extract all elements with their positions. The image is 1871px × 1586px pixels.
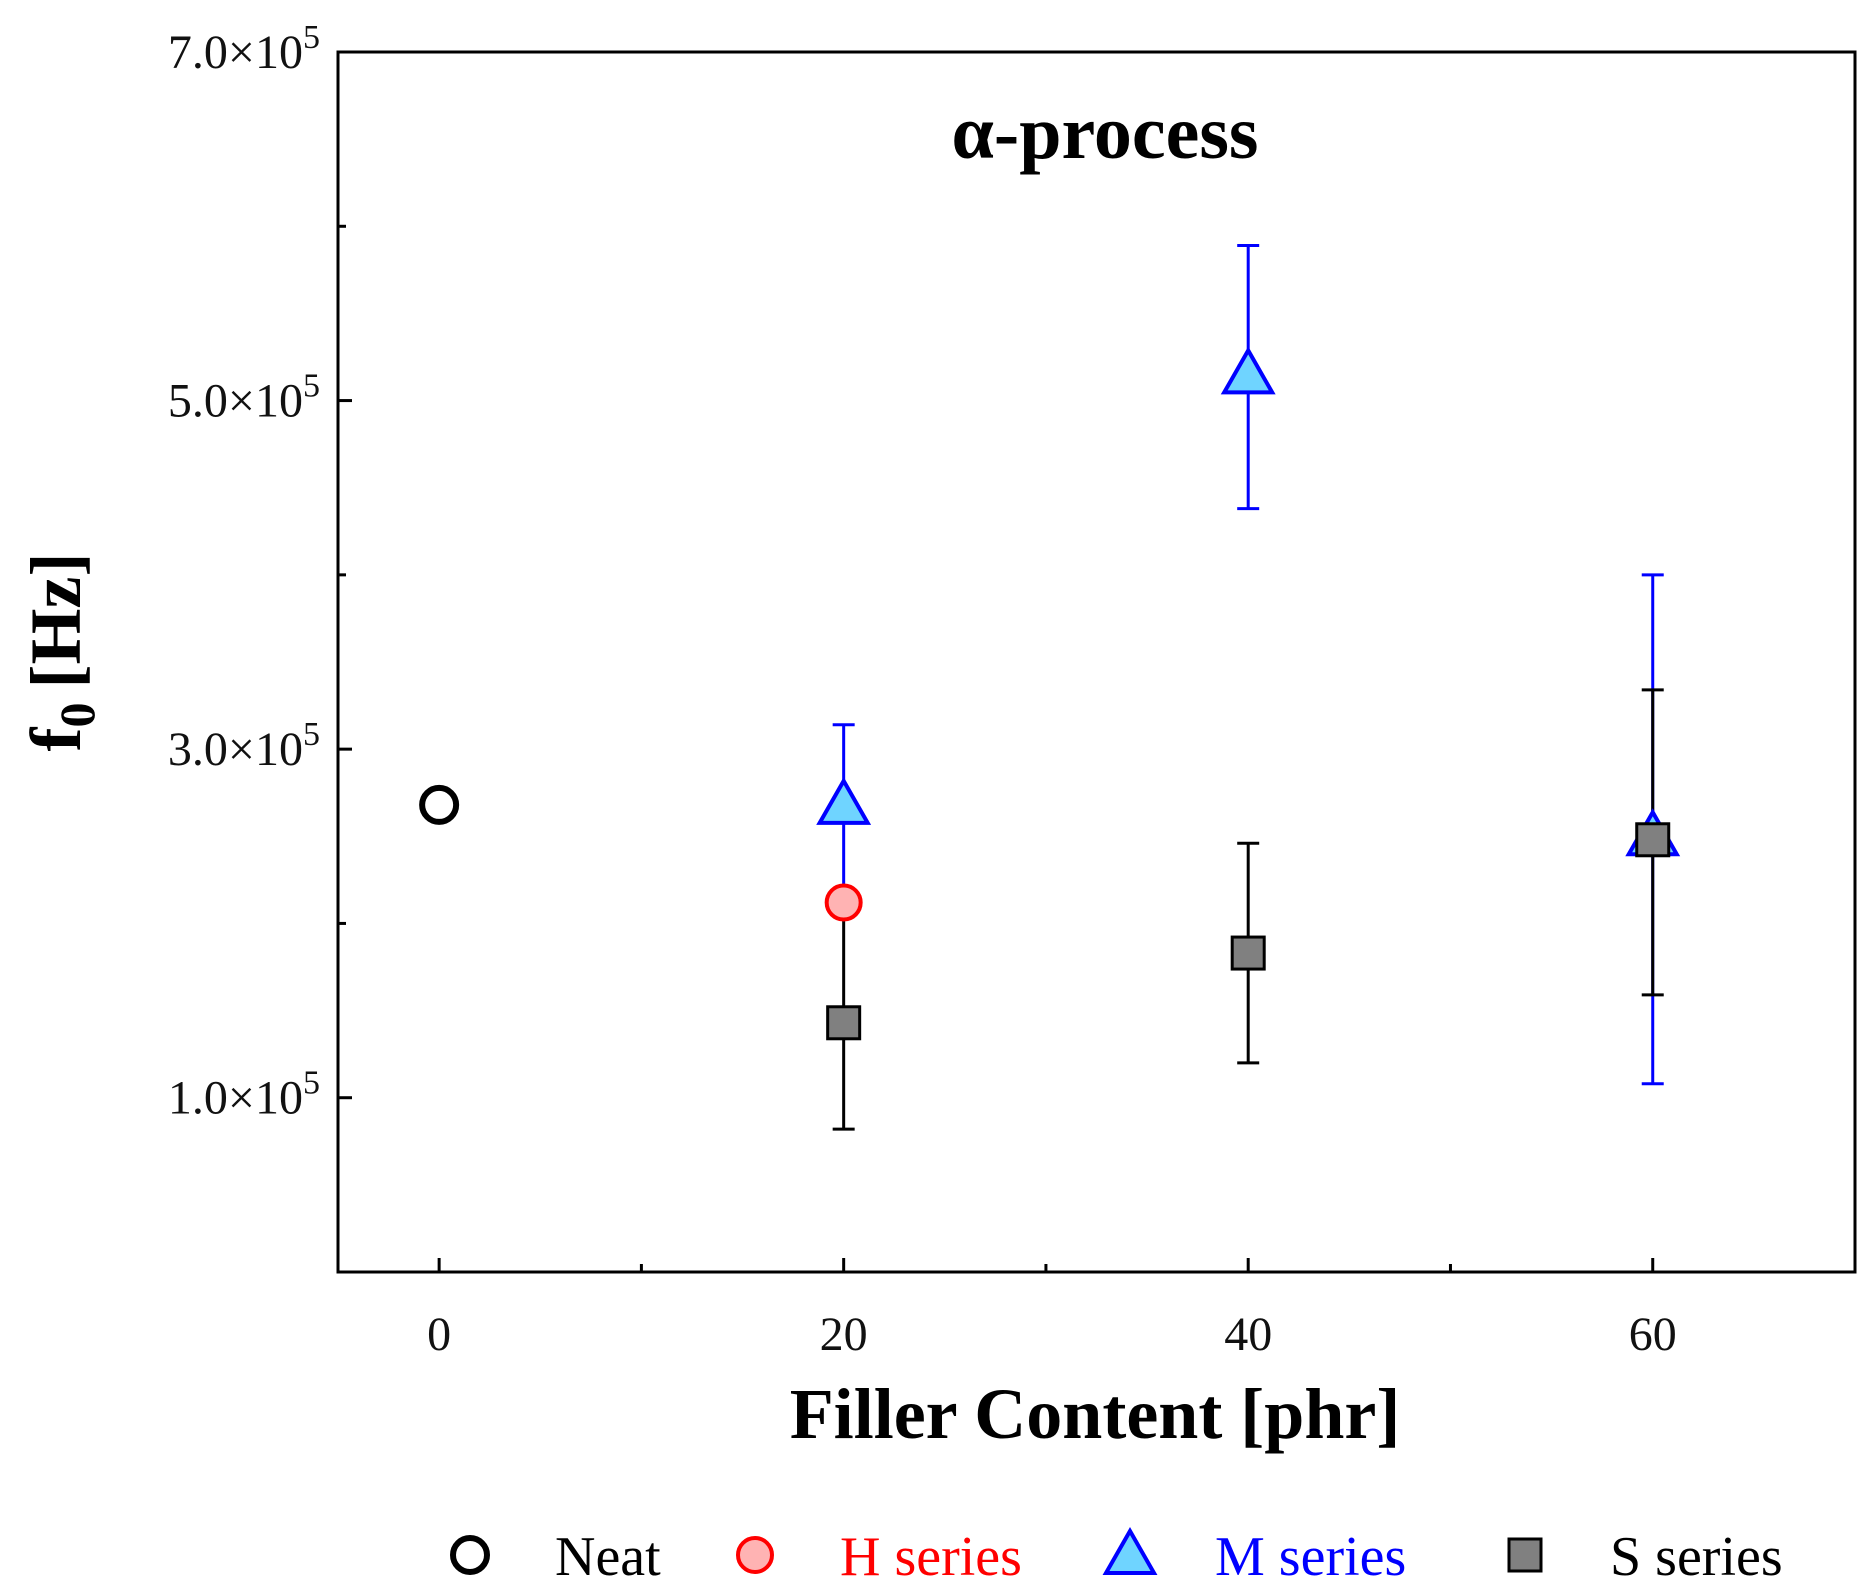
x-tick-label: 60 xyxy=(1629,1308,1677,1361)
legend-marker-s-series xyxy=(1507,1537,1543,1573)
plot-frame xyxy=(336,50,1857,1274)
m-series-point xyxy=(1220,346,1276,395)
legend-label-neat: Neat xyxy=(555,1526,661,1586)
x-axis-title: Filler Content [phr] xyxy=(790,1374,1401,1454)
y-tick-label: 3.0×105 xyxy=(168,716,320,776)
s-series-point xyxy=(1635,822,1671,858)
y-axis-title-sub: 0 xyxy=(49,702,105,727)
legend: Neat H series M series S series xyxy=(450,1526,1783,1586)
x-tick-label: 40 xyxy=(1224,1308,1272,1361)
y-tick-label: 1.0×105 xyxy=(168,1065,320,1125)
legend-marker-neat xyxy=(450,1535,490,1575)
s-series-point xyxy=(1230,935,1266,971)
y-axis-title-unit: [Hz] xyxy=(16,553,96,689)
m-series-point xyxy=(816,776,872,825)
y-tick-label: 5.0×105 xyxy=(168,368,320,428)
y-axis-title: f0 [Hz] xyxy=(16,553,105,752)
h-series-point xyxy=(824,883,863,922)
s-series-point xyxy=(826,1005,862,1041)
neat-point xyxy=(419,784,460,825)
y-tick-label: 7.0×105 xyxy=(168,19,320,79)
legend-label-h-series: H series xyxy=(840,1526,1022,1586)
x-tick-label: 0 xyxy=(427,1308,451,1361)
y-axis-title-main: f xyxy=(16,726,96,751)
legend-label-s-series: S series xyxy=(1610,1526,1783,1586)
plot-title: α-process xyxy=(952,91,1259,175)
axes: 0 20 40 60 1.0×105 3.0×105 5.0×105 7.0×105 xyxy=(168,19,1677,1361)
legend-label-m-series: M series xyxy=(1215,1526,1406,1586)
x-tick-label: 20 xyxy=(820,1308,868,1361)
legend-marker-h-series xyxy=(736,1536,774,1574)
legend-marker-m-series xyxy=(1102,1526,1158,1575)
data-markers xyxy=(419,346,1681,1041)
